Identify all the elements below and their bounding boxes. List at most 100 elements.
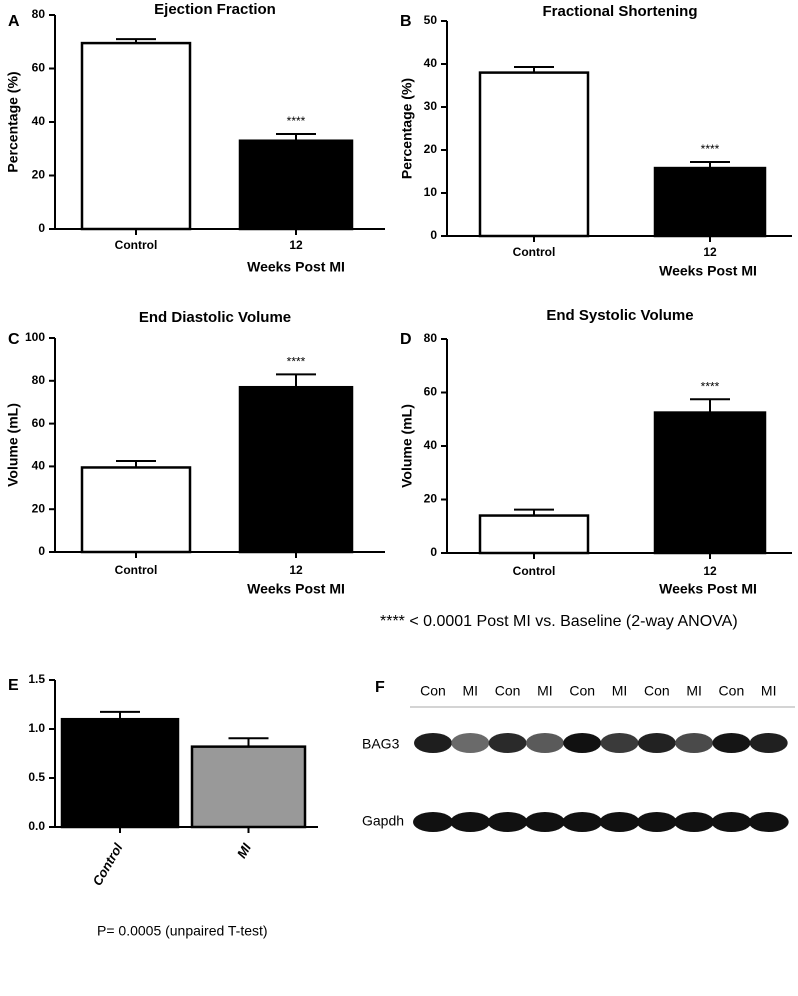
- bag3-band: [525, 733, 564, 753]
- lane-label: MI: [463, 683, 479, 699]
- x-tick-label: 12: [289, 238, 303, 252]
- y-tick-label: 0: [430, 545, 437, 559]
- gapdh-band: [711, 812, 752, 832]
- y-axis-label: Volume (mL): [5, 403, 21, 487]
- bag3-band: [414, 733, 452, 753]
- y-tick-label: 0.5: [28, 770, 45, 784]
- y-tick-label: 100: [25, 330, 45, 344]
- y-tick-label: 10: [424, 185, 438, 199]
- y-axis-label: Volume (mL): [399, 404, 415, 488]
- chart-title: End Systolic Volume: [546, 307, 693, 324]
- x-tick-label: 12: [703, 245, 717, 259]
- bar: [238, 385, 354, 554]
- y-tick-label: 80: [32, 373, 46, 387]
- y-tick-label: 0: [38, 544, 45, 558]
- bag3-band: [749, 733, 788, 753]
- bar: [478, 514, 590, 555]
- y-tick-label: 40: [424, 56, 438, 70]
- y-tick-label: 20: [32, 168, 46, 182]
- gapdh-band: [748, 812, 789, 832]
- x-tick-label: Control: [513, 245, 556, 259]
- significance: ****: [287, 355, 306, 369]
- bar: [653, 411, 767, 555]
- x-axis-label: Weeks Post MI: [247, 581, 345, 597]
- lane-label: Con: [569, 683, 595, 699]
- panel-label: C: [8, 331, 20, 348]
- x-axis-label: Weeks Post MI: [659, 263, 757, 279]
- panel-label: B: [400, 13, 412, 30]
- lane-label: MI: [537, 683, 553, 699]
- row-label: Gapdh: [362, 813, 404, 829]
- lane-label: Con: [719, 683, 745, 699]
- bar: [238, 139, 354, 231]
- y-tick-label: 60: [424, 385, 438, 399]
- y-tick-label: 80: [424, 331, 438, 345]
- bag3-band: [451, 733, 490, 753]
- lane-label: Con: [644, 683, 670, 699]
- bar: [80, 466, 192, 554]
- lane-label: Con: [495, 683, 521, 699]
- bag3-band: [488, 733, 527, 753]
- gapdh-band: [674, 812, 715, 832]
- x-axis-label: Weeks Post MI: [247, 259, 345, 275]
- panel-label: E: [8, 677, 19, 694]
- lane-label: Con: [420, 683, 446, 699]
- gapdh-band: [562, 812, 603, 832]
- panel-label: A: [8, 13, 20, 30]
- y-tick-label: 40: [32, 114, 46, 128]
- footnote: P= 0.0005 (unpaired T-test): [97, 923, 268, 939]
- lane-label: MI: [612, 683, 628, 699]
- y-tick-label: 0: [430, 228, 437, 242]
- lane-label: MI: [761, 683, 777, 699]
- bag3-band: [563, 733, 602, 753]
- y-axis-label: Percentage (%): [399, 78, 415, 179]
- y-axis-label: Percentage (%): [5, 71, 21, 172]
- gapdh-band: [450, 812, 491, 832]
- x-tick-label: MI: [234, 840, 254, 860]
- western-blot: Con MI Con MI Con MI Con MI Con MI BAG3 Gapdh: [362, 683, 789, 832]
- y-tick-label: 30: [424, 99, 438, 113]
- bag3-band: [675, 733, 714, 753]
- x-tick-label: 12: [703, 564, 717, 578]
- lane-label: MI: [686, 683, 702, 699]
- bar: [653, 166, 767, 238]
- significance: ****: [701, 142, 720, 156]
- bar: [60, 717, 180, 829]
- significance: ****: [701, 379, 720, 393]
- gapdh-band: [524, 812, 565, 832]
- y-tick-label: 60: [32, 61, 46, 75]
- bag3-band: [637, 733, 676, 753]
- gapdh-band: [636, 812, 677, 832]
- y-tick-label: 50: [424, 13, 438, 27]
- y-tick-label: 40: [424, 438, 438, 452]
- bar: [478, 71, 590, 238]
- y-tick-label: 20: [32, 501, 46, 515]
- chart-title: Fractional Shortening: [542, 3, 697, 20]
- x-tick-label: Control: [115, 238, 158, 252]
- bar: [190, 745, 307, 829]
- bar: [80, 41, 192, 231]
- y-tick-label: 0.0: [28, 819, 45, 833]
- gapdh-band: [599, 812, 640, 832]
- gapdh-band: [487, 812, 528, 832]
- y-tick-label: 0: [38, 221, 45, 235]
- footnote: **** < 0.0001 Post MI vs. Baseline (2-wa…: [380, 613, 738, 630]
- x-tick-label: 12: [289, 563, 303, 577]
- x-tick-label: Control: [513, 564, 556, 578]
- chart-title: Ejection Fraction: [154, 1, 276, 18]
- y-tick-label: 1.0: [28, 721, 45, 735]
- panel-label: D: [400, 331, 412, 348]
- x-tick-label: Control: [89, 840, 125, 888]
- y-tick-label: 20: [424, 142, 438, 156]
- significance: ****: [287, 114, 306, 128]
- bag3-band: [600, 733, 639, 753]
- y-tick-label: 20: [424, 492, 438, 506]
- x-axis-label: Weeks Post MI: [659, 581, 757, 597]
- y-tick-label: 1.5: [28, 672, 45, 686]
- x-tick-label: Control: [115, 563, 158, 577]
- bag3-band: [712, 733, 751, 753]
- row-label: BAG3: [362, 736, 400, 752]
- chart-title: End Diastolic Volume: [139, 309, 291, 326]
- y-tick-label: 60: [32, 416, 46, 430]
